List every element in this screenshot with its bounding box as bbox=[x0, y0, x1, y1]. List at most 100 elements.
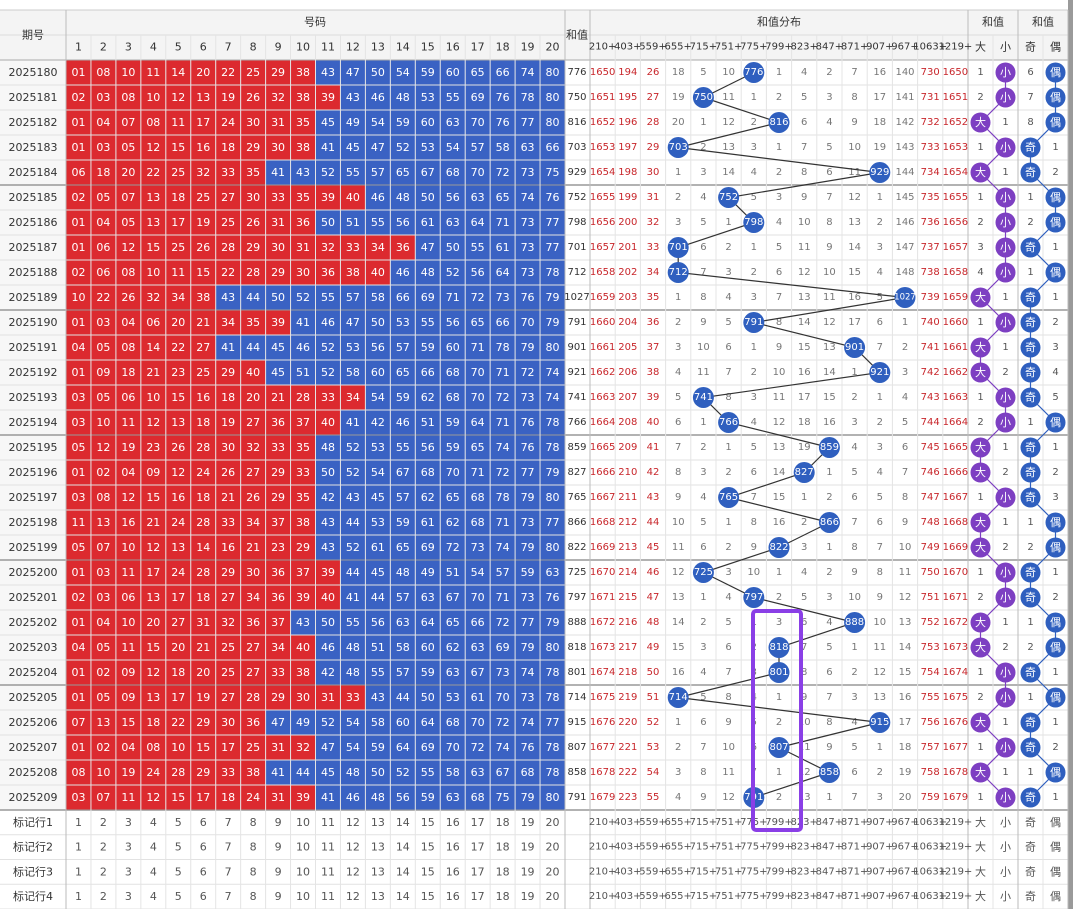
number: 30 bbox=[246, 116, 260, 129]
number: 55 bbox=[346, 166, 360, 179]
size-ball-label: 小 bbox=[1000, 91, 1011, 104]
header-parity-group: 和值 bbox=[1032, 16, 1054, 29]
number-cell bbox=[316, 535, 340, 560]
number: 02 bbox=[71, 266, 85, 279]
footer-cell: 210+ bbox=[589, 866, 616, 877]
column-label: 12 bbox=[346, 41, 360, 54]
number-cell bbox=[166, 485, 191, 510]
footer-cell: 10 bbox=[296, 865, 310, 878]
number: 68 bbox=[446, 166, 460, 179]
number: 05 bbox=[96, 391, 110, 404]
number: 38 bbox=[296, 516, 310, 529]
footer-cell: 5 bbox=[175, 865, 182, 878]
parity-miss: 2 bbox=[1052, 742, 1058, 753]
number: 05 bbox=[71, 441, 85, 454]
miss-count: 747 bbox=[921, 492, 940, 503]
parity-ball-label: 偶 bbox=[1050, 416, 1061, 429]
miss-count: 28 bbox=[647, 117, 660, 128]
miss-count: 45 bbox=[647, 542, 660, 553]
number: 06 bbox=[71, 166, 85, 179]
miss-count: 9 bbox=[700, 317, 706, 328]
number: 32 bbox=[321, 241, 335, 254]
miss-count: 6 bbox=[851, 767, 857, 778]
size-ball-label: 小 bbox=[1000, 391, 1011, 404]
miss-count: 1666 bbox=[943, 467, 968, 478]
number-cell bbox=[66, 485, 91, 510]
number-cell bbox=[415, 160, 440, 185]
number: 65 bbox=[471, 441, 485, 454]
number: 47 bbox=[321, 741, 335, 754]
miss-count: 1659 bbox=[590, 292, 615, 303]
number: 25 bbox=[196, 191, 210, 204]
number: 21 bbox=[196, 316, 210, 329]
number: 28 bbox=[296, 391, 310, 404]
number: 61 bbox=[371, 541, 385, 554]
number-cell bbox=[340, 185, 365, 210]
footer-cell: 871+ bbox=[841, 891, 868, 902]
number: 01 bbox=[71, 316, 85, 329]
miss-count: 1669 bbox=[943, 542, 968, 553]
number: 52 bbox=[346, 541, 360, 554]
miss-count: 4 bbox=[675, 792, 681, 803]
number-cell bbox=[241, 560, 266, 585]
number: 18 bbox=[196, 491, 210, 504]
number: 13 bbox=[96, 716, 110, 729]
number-cell bbox=[390, 485, 415, 510]
number-cell bbox=[540, 285, 565, 310]
miss-count: 1652 bbox=[943, 117, 968, 128]
number: 44 bbox=[296, 766, 310, 779]
number: 42 bbox=[371, 416, 385, 429]
miss-count: 4 bbox=[801, 67, 807, 78]
number: 43 bbox=[371, 691, 385, 704]
miss-count: 1661 bbox=[943, 342, 968, 353]
miss-count: 1 bbox=[877, 742, 883, 753]
number: 15 bbox=[146, 241, 160, 254]
parity-miss: 6 bbox=[1027, 67, 1033, 78]
number: 33 bbox=[296, 466, 310, 479]
footer-cell: 907+ bbox=[866, 817, 893, 828]
footer-cell: 12 bbox=[346, 841, 360, 854]
miss-count: 11 bbox=[873, 642, 886, 653]
miss-count: 759 bbox=[921, 792, 940, 803]
number-cell bbox=[365, 335, 390, 360]
number: 15 bbox=[171, 791, 185, 804]
number: 35 bbox=[296, 116, 310, 129]
number-cell bbox=[116, 610, 141, 635]
miss-count: 757 bbox=[921, 742, 940, 753]
miss-count: 5 bbox=[801, 92, 807, 103]
miss-count: 17 bbox=[899, 717, 912, 728]
number: 76 bbox=[546, 191, 560, 204]
number-cell bbox=[540, 435, 565, 460]
footer-cell: 655+ bbox=[664, 842, 691, 853]
header-issue: 期号 bbox=[22, 29, 44, 42]
column-label: 6 bbox=[200, 41, 207, 54]
sum: 915 bbox=[567, 717, 586, 728]
size-miss: 1 bbox=[1002, 517, 1008, 528]
number-cell bbox=[116, 285, 141, 310]
number: 64 bbox=[421, 616, 435, 629]
miss-count: 1650 bbox=[943, 67, 968, 78]
number: 71 bbox=[446, 291, 460, 304]
number: 56 bbox=[371, 341, 385, 354]
number-cell bbox=[266, 135, 291, 160]
miss-count: 1671 bbox=[590, 592, 615, 603]
number-cell bbox=[141, 535, 166, 560]
number: 01 bbox=[71, 566, 85, 579]
number: 70 bbox=[471, 366, 485, 379]
miss-count: 1 bbox=[751, 242, 757, 253]
sum: 712 bbox=[567, 267, 586, 278]
number: 03 bbox=[96, 141, 110, 154]
number-cell bbox=[141, 610, 166, 635]
number-cell bbox=[390, 235, 415, 260]
number: 10 bbox=[121, 616, 135, 629]
miss-count: 2 bbox=[826, 67, 832, 78]
footer-label: 标记行3 bbox=[13, 864, 53, 878]
number: 72 bbox=[496, 391, 510, 404]
number: 33 bbox=[346, 691, 360, 704]
number: 12 bbox=[171, 466, 185, 479]
footer-cell: 大 bbox=[975, 840, 986, 854]
number-cell bbox=[91, 260, 116, 285]
number: 17 bbox=[146, 566, 160, 579]
number-cell bbox=[91, 385, 116, 410]
parity-miss: 1 bbox=[1052, 242, 1058, 253]
